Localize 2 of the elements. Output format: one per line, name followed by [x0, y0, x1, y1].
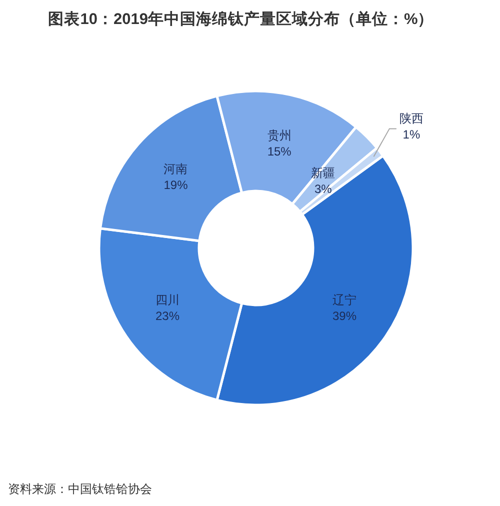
- annotation: 资料来源：中国钛锆铪协会: [8, 482, 152, 496]
- title: 图表10：2019年中国海绵钛产量区域分布（单位：%）: [48, 11, 434, 28]
